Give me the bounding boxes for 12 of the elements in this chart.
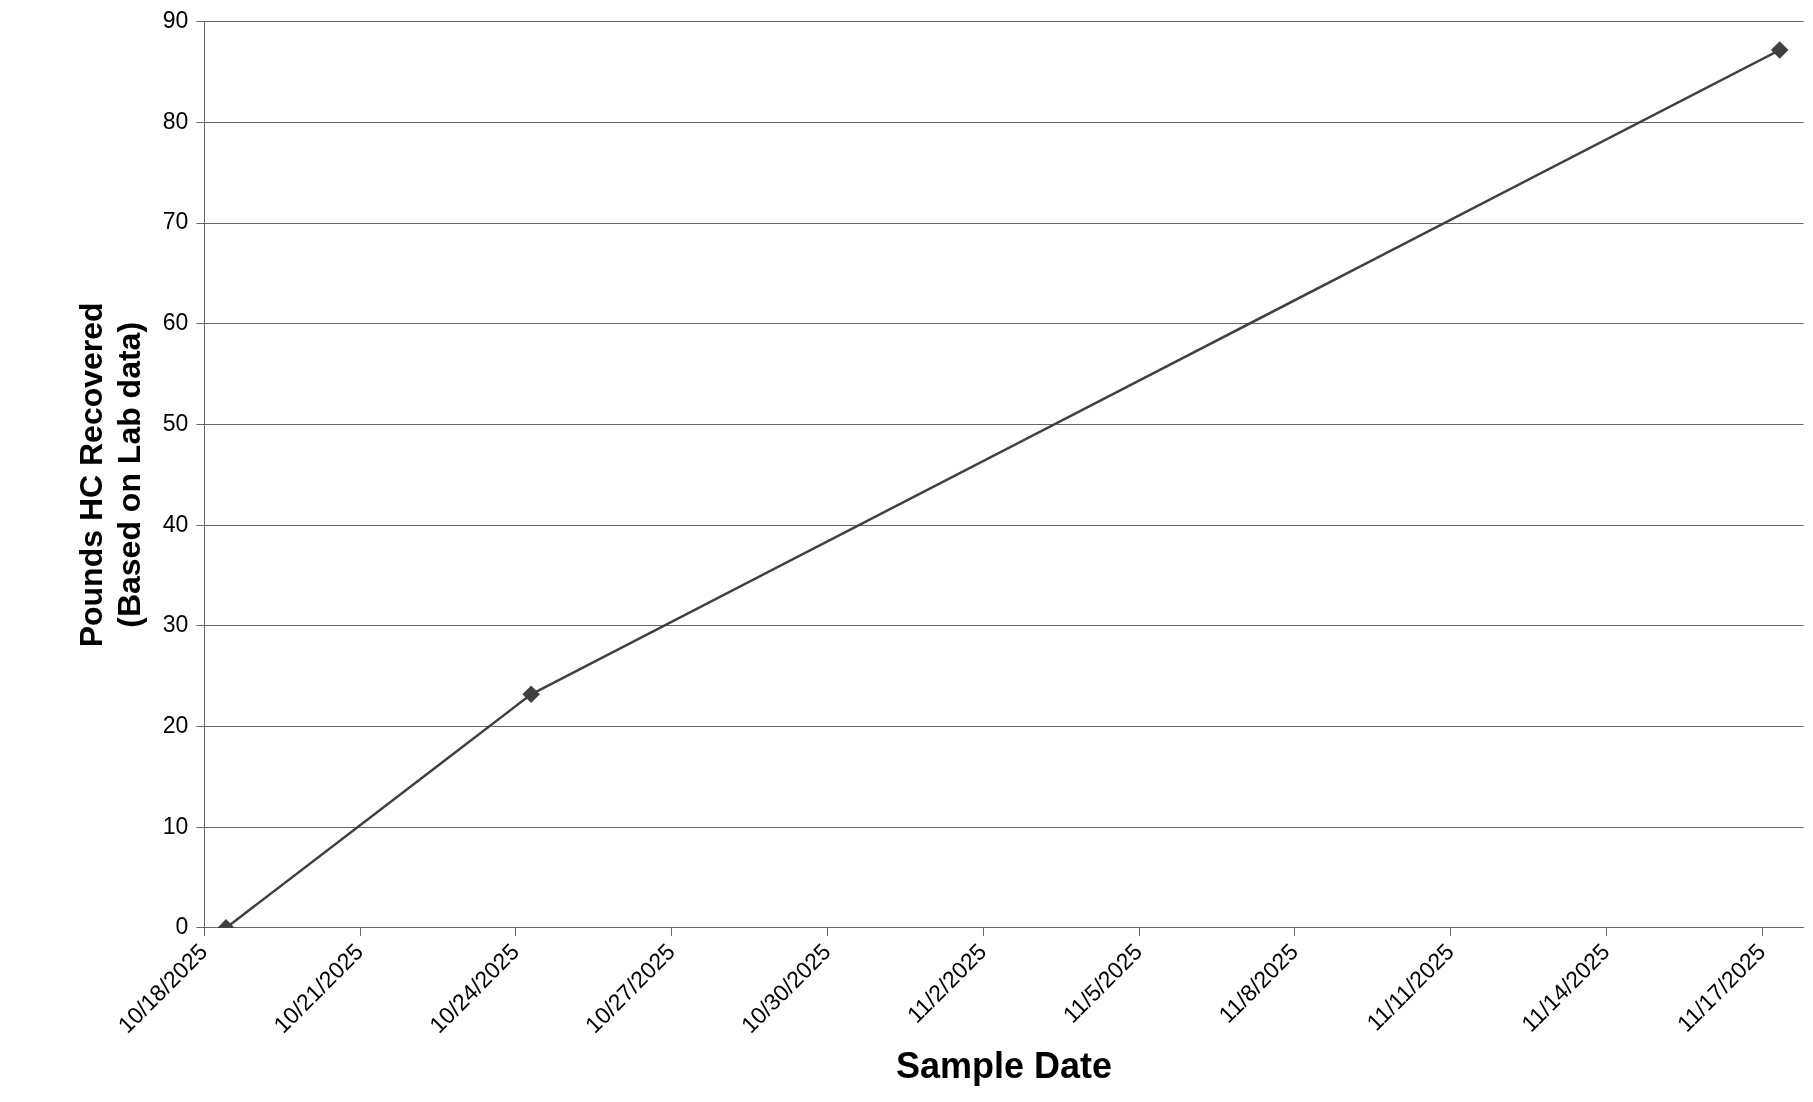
y-tick-label: 20 xyxy=(162,711,189,738)
y-tick-label: 90 xyxy=(162,7,189,34)
y-tick-label: 0 xyxy=(175,913,189,940)
y-tick-label: 80 xyxy=(162,107,189,134)
y-tick-label: 50 xyxy=(162,409,189,436)
y-tick-label: 30 xyxy=(162,611,189,638)
y-tick-label: 70 xyxy=(162,208,189,235)
x-axis-title: Sample Date xyxy=(895,1045,1112,1087)
y-tick-label: 60 xyxy=(162,309,189,336)
y-tick-label: 10 xyxy=(162,812,189,839)
y-tick-label: 40 xyxy=(162,510,189,537)
y-axis-title: Pounds HC Recovered (Based on Lab data) xyxy=(73,302,148,648)
